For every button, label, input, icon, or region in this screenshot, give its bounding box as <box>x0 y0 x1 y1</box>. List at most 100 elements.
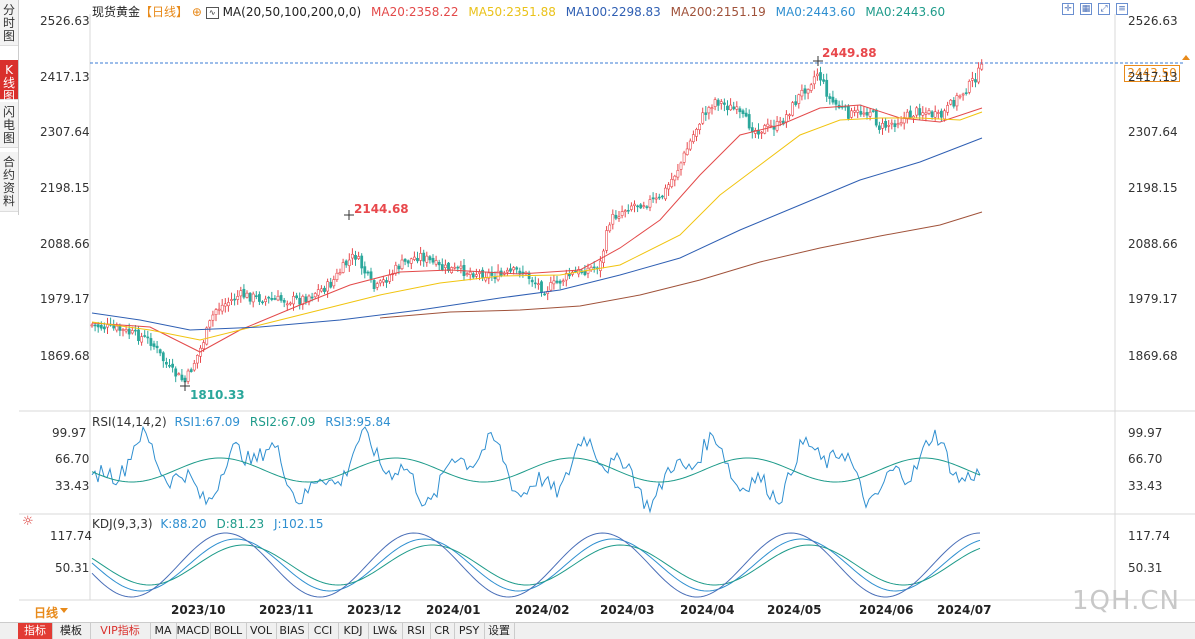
candle-body <box>189 369 193 372</box>
candle-body <box>251 293 255 303</box>
kdj-d-line <box>91 544 981 586</box>
candle-body <box>468 271 472 275</box>
grid-icon[interactable]: ▦ <box>1080 3 1092 15</box>
bottom-tab[interactable]: BIAS <box>276 623 309 639</box>
bottom-tab[interactable]: 模板 <box>52 623 91 639</box>
candle-body <box>130 330 134 334</box>
candle-body <box>146 336 150 339</box>
candle-body <box>664 187 667 200</box>
candle-body <box>868 111 872 117</box>
price-axis-label: 2526.63 <box>40 14 90 28</box>
bottom-tab[interactable]: CCI <box>308 623 339 639</box>
candle-body <box>257 294 261 302</box>
candle-body <box>605 230 609 251</box>
price-axis-label: 2198.15 <box>1128 181 1178 195</box>
bottom-tab[interactable]: VOL <box>246 623 277 639</box>
candle-body <box>338 272 342 275</box>
candle-body <box>335 272 339 280</box>
bottom-tab[interactable]: RSI <box>402 623 431 639</box>
candle-body <box>456 266 460 269</box>
candle-body <box>564 273 568 281</box>
candle-body <box>375 283 379 288</box>
date-label: 2024/06 <box>859 603 914 617</box>
rsi-axis-right-1: 99.97 <box>1128 426 1163 440</box>
candle-body <box>921 112 925 116</box>
candle-body <box>316 289 320 296</box>
kdj-label: KDJ(9,3,3) <box>92 517 153 531</box>
bottom-tab[interactable]: 指标 <box>18 623 53 639</box>
candle-body <box>738 108 742 113</box>
candle-body <box>453 266 457 269</box>
candle-body <box>915 107 919 116</box>
rsi-axis-right-2: 66.70 <box>1128 452 1163 466</box>
high-annotation: 2449.88 <box>822 46 877 60</box>
bottom-tab[interactable]: LW& <box>368 623 403 639</box>
candle-body <box>443 264 447 268</box>
candle-body <box>623 210 627 213</box>
high-marker <box>813 56 823 66</box>
period-selector[interactable]: 日线 <box>34 606 59 620</box>
tab-contract-info[interactable]: 合约资料 <box>0 152 18 212</box>
candle-body <box>908 110 912 118</box>
candle-body <box>949 99 953 105</box>
candle-body <box>416 257 419 262</box>
bottom-tab[interactable]: BOLL <box>210 623 247 639</box>
settings-icon[interactable]: ≡ <box>1116 3 1128 15</box>
bottom-tab[interactable]: MA <box>150 623 177 639</box>
candle-body <box>394 264 398 274</box>
candle-body <box>344 260 348 266</box>
candle-body <box>936 112 940 114</box>
ma50-value: MA50:2351.88 <box>468 5 556 19</box>
candle-body <box>437 261 441 266</box>
candle-body <box>961 93 965 96</box>
date-label: 2024/02 <box>515 603 570 617</box>
candle-body <box>208 320 212 328</box>
candle-body <box>558 280 562 284</box>
price-axis-label: 1979.17 <box>40 292 90 306</box>
candle-body <box>722 102 726 105</box>
candle-body <box>713 99 717 107</box>
tab-timeshare[interactable]: 分时图 <box>0 0 18 46</box>
arrow-up-icon <box>1182 55 1190 60</box>
tab-kline[interactable]: K线图 <box>0 60 18 103</box>
candle-body <box>354 254 357 260</box>
bottom-tab[interactable]: KDJ <box>338 623 369 639</box>
caret-down-icon[interactable] <box>60 608 68 613</box>
bottom-tab[interactable]: 设置 <box>484 623 515 639</box>
candle-body <box>667 184 671 190</box>
candle-body <box>967 80 971 93</box>
crosshair-icon[interactable]: ✛ <box>1062 3 1074 15</box>
candle-body <box>487 272 491 279</box>
ma-config-icon[interactable]: ∿ <box>205 6 219 19</box>
circle-plus-icon[interactable]: ⊕ <box>191 5 202 19</box>
candle-body <box>614 214 618 219</box>
candle-body <box>211 314 215 321</box>
period-label[interactable]: 【日线】 <box>140 5 189 19</box>
chart-toolbar: ✛ ▦ ⤢ ≡ <box>1060 0 1130 18</box>
candle-body <box>96 324 100 328</box>
sun-settings-icon[interactable]: ☼ <box>22 514 34 529</box>
candle-body <box>887 124 891 127</box>
candle-body <box>295 295 299 299</box>
candle-body <box>927 110 931 114</box>
tab-flash[interactable]: 闪电图 <box>0 102 18 148</box>
candle-body <box>701 112 705 124</box>
bottom-tab[interactable]: PSY <box>454 623 485 639</box>
bottom-tab[interactable]: MACD <box>176 623 211 639</box>
candle-body <box>676 170 680 178</box>
bottom-tab[interactable]: CR <box>430 623 455 639</box>
candle-body <box>223 303 227 307</box>
low-annotation: 1810.33 <box>190 388 245 402</box>
bottom-tab[interactable]: VIP指标 <box>90 623 151 639</box>
candle-body <box>121 329 125 331</box>
expand-icon[interactable]: ⤢ <box>1098 3 1110 15</box>
kline-chart[interactable] <box>0 0 1195 622</box>
candle-body <box>955 95 959 107</box>
candle-body <box>794 101 798 105</box>
candle-body <box>735 106 739 110</box>
candle-body <box>434 260 438 265</box>
candle-body <box>881 123 884 129</box>
candle-body <box>853 110 857 113</box>
candle-body <box>254 295 258 297</box>
candle-body <box>496 270 500 281</box>
